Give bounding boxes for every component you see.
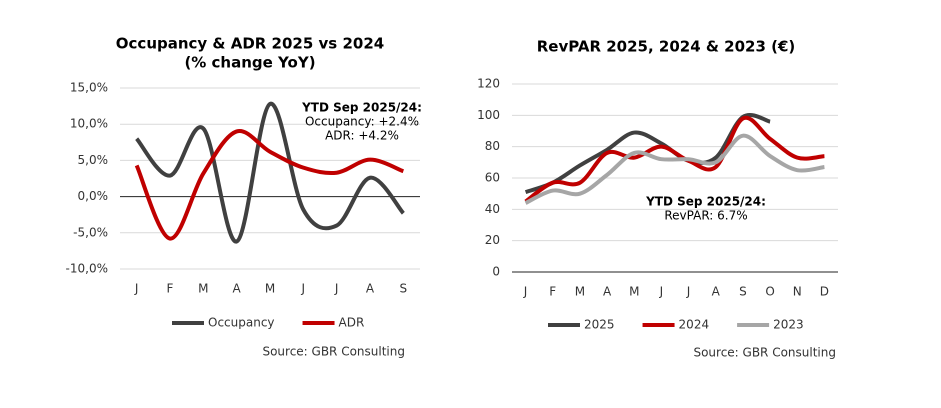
x-tick-label: A bbox=[603, 285, 612, 299]
annotation-title: YTD Sep 2025/24: bbox=[301, 101, 422, 115]
x-tick-label: M bbox=[629, 285, 639, 299]
legend-label: ADR bbox=[339, 316, 365, 330]
chart-title: Occupancy & ADR 2025 vs 2024 bbox=[116, 35, 384, 53]
y-tick-label: 10,0% bbox=[70, 117, 108, 131]
y-tick-label: 100 bbox=[477, 108, 500, 122]
legend-label: 2024 bbox=[679, 318, 710, 332]
y-tick-label: 0,0% bbox=[78, 189, 109, 203]
legend-label: Occupancy bbox=[208, 316, 275, 330]
x-tick-label: A bbox=[233, 282, 242, 296]
annotation-line: RevPAR: 6.7% bbox=[664, 209, 747, 223]
series-line bbox=[134, 129, 405, 241]
y-tick-label: 60 bbox=[485, 171, 500, 185]
chart-title: RevPAR 2025, 2024 & 2023 (€) bbox=[537, 38, 796, 56]
x-tick-label: J bbox=[659, 285, 664, 299]
y-tick-label: 0 bbox=[492, 265, 500, 279]
x-tick-label: J bbox=[686, 285, 691, 299]
y-tick-label: -5,0% bbox=[73, 225, 108, 239]
x-tick-label: F bbox=[549, 285, 556, 299]
series-line bbox=[135, 101, 405, 244]
annotation-title: YTD Sep 2025/24: bbox=[645, 195, 766, 209]
y-tick-label: 40 bbox=[485, 202, 500, 216]
y-tick-label: -10,0% bbox=[66, 262, 108, 276]
x-tick-label: A bbox=[712, 285, 721, 299]
x-tick-label: M bbox=[198, 282, 208, 296]
x-tick-label: O bbox=[765, 285, 774, 299]
x-tick-label: M bbox=[575, 285, 585, 299]
series-line bbox=[524, 133, 825, 205]
x-tick-label: J bbox=[134, 282, 139, 296]
x-tick-label: J bbox=[523, 285, 528, 299]
x-tick-label: S bbox=[400, 282, 408, 296]
y-tick-label: 5,0% bbox=[78, 153, 109, 167]
source: Source: GBR Consulting bbox=[262, 345, 405, 359]
x-tick-label: M bbox=[265, 282, 275, 296]
x-tick-label: J bbox=[334, 282, 339, 296]
y-tick-label: 80 bbox=[485, 139, 500, 153]
x-tick-label: S bbox=[739, 285, 747, 299]
annotation-line: ADR: +4.2% bbox=[325, 129, 399, 143]
chart-subtitle: (% change YoY) bbox=[184, 54, 315, 72]
x-tick-label: F bbox=[167, 282, 174, 296]
y-tick-label: 20 bbox=[485, 233, 500, 247]
x-tick-label: N bbox=[793, 285, 802, 299]
y-tick-label: 15,0% bbox=[70, 81, 108, 95]
source: Source: GBR Consulting bbox=[693, 346, 836, 360]
y-tick-label: 120 bbox=[477, 77, 500, 91]
legend-label: 2023 bbox=[773, 318, 804, 332]
series-line bbox=[524, 115, 825, 204]
legend-label: 2025 bbox=[584, 318, 615, 332]
annotation-line: Occupancy: +2.4% bbox=[305, 115, 419, 129]
x-tick-label: A bbox=[366, 282, 375, 296]
x-tick-label: J bbox=[301, 282, 306, 296]
series-line bbox=[524, 112, 771, 194]
x-tick-label: D bbox=[820, 285, 829, 299]
